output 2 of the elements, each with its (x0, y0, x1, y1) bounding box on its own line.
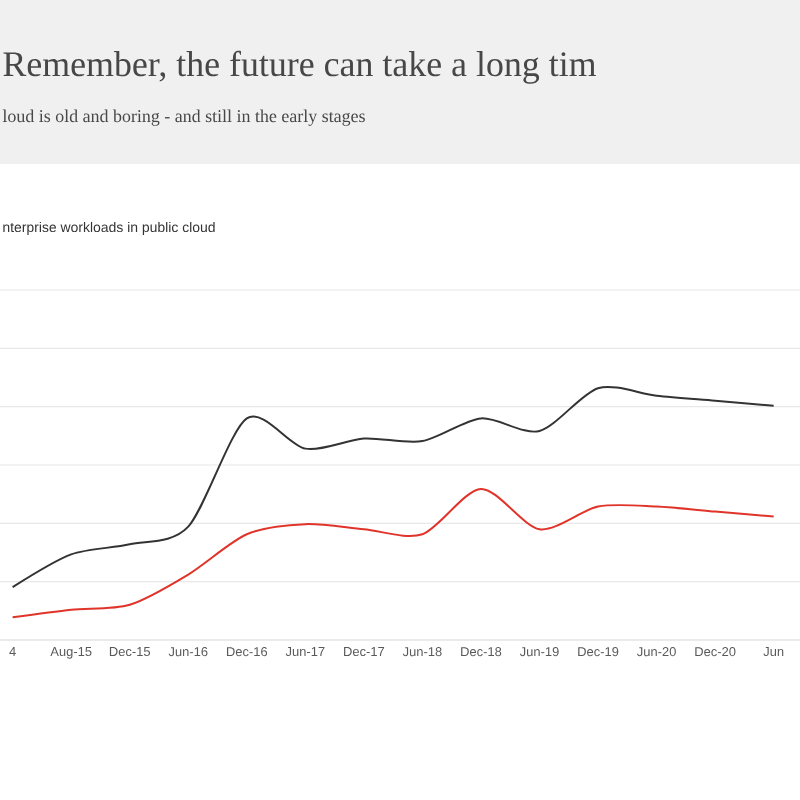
chart-subtitle: loud is old and boring - and still in the early stages (2, 109, 365, 126)
chart-title: Remember, the future can take a long tim (3, 50, 597, 84)
